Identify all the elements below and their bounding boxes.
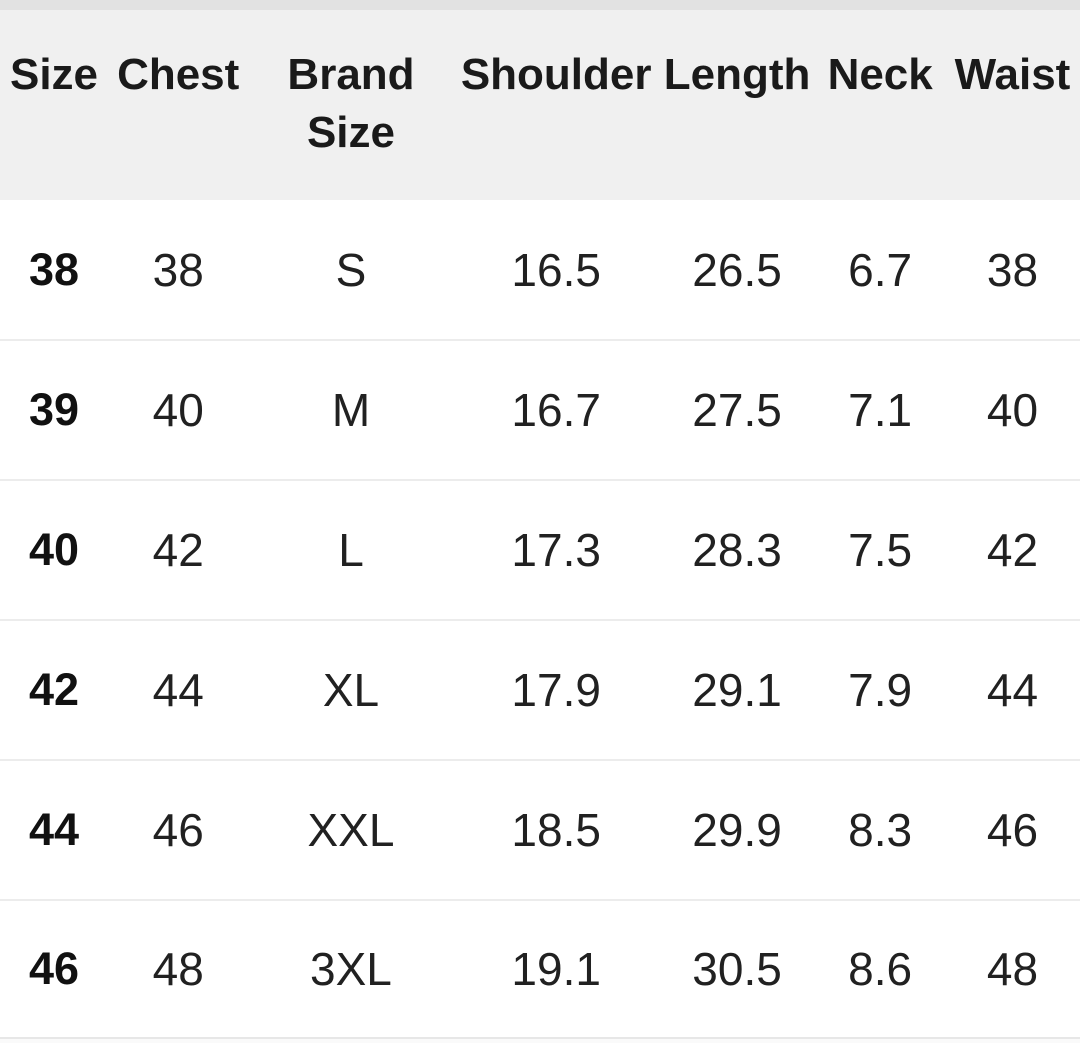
cell-waist: 44 bbox=[986, 664, 1039, 716]
cell-shoulder: 18.5 bbox=[511, 804, 601, 856]
cell-length: 26.5 bbox=[692, 243, 782, 296]
cell-size: 42 bbox=[28, 664, 80, 715]
header-cell-length: Length bbox=[663, 50, 811, 99]
cell-waist: 38 bbox=[986, 243, 1039, 296]
bottom-strip bbox=[0, 1039, 1080, 1043]
cell-brand-size: 3XL bbox=[310, 943, 392, 995]
cell-length: 29.1 bbox=[692, 664, 782, 716]
size-chart-header: Size Chest Brand Size Shoulder Length Ne… bbox=[0, 10, 1080, 200]
cell-neck: 7.1 bbox=[848, 384, 913, 436]
header-cell-brand-size-label: Brand Size bbox=[287, 50, 415, 157]
cell-brand-size: M bbox=[331, 384, 371, 436]
header-cell-neck: Neck bbox=[827, 50, 933, 99]
cell-neck: 8.6 bbox=[848, 943, 913, 995]
size-chart-body: 38 38 S 16.5 26.5 6.7 38 39 40 M 16.7 27… bbox=[0, 200, 1080, 1037]
cell-shoulder: 17.3 bbox=[511, 524, 601, 576]
cell-size: 38 bbox=[28, 243, 80, 295]
cell-shoulder: 19.1 bbox=[511, 943, 601, 995]
table-row: 40 42 L 17.3 28.3 7.5 42 bbox=[0, 480, 1080, 620]
cell-neck: 8.3 bbox=[848, 804, 913, 856]
cell-shoulder: 16.7 bbox=[511, 384, 601, 436]
cell-neck: 7.9 bbox=[848, 664, 913, 716]
top-divider-strip bbox=[0, 0, 1080, 10]
cell-chest: 38 bbox=[152, 243, 204, 296]
header-cell-waist: Waist bbox=[954, 50, 1071, 99]
cell-waist: 42 bbox=[986, 524, 1039, 576]
cell-shoulder: 17.9 bbox=[511, 664, 601, 716]
cell-length: 27.5 bbox=[692, 384, 782, 436]
cell-brand-size: XL bbox=[322, 664, 380, 716]
header-row: Size Chest Brand Size Shoulder Length Ne… bbox=[0, 10, 1080, 200]
cell-waist: 46 bbox=[986, 804, 1039, 856]
table-row: 38 38 S 16.5 26.5 6.7 38 bbox=[0, 200, 1080, 340]
cell-size: 44 bbox=[28, 804, 80, 855]
table-row: 42 44 XL 17.9 29.1 7.9 44 bbox=[0, 620, 1080, 760]
cell-size: 40 bbox=[28, 524, 80, 575]
header-cell-size: Size bbox=[9, 50, 99, 99]
cell-chest: 44 bbox=[152, 664, 204, 716]
table-row: 39 40 M 16.7 27.5 7.1 40 bbox=[0, 340, 1080, 480]
cell-neck: 6.7 bbox=[848, 243, 913, 296]
bottom-divider-line bbox=[0, 1037, 1080, 1039]
cell-neck: 7.5 bbox=[848, 524, 913, 576]
cell-length: 28.3 bbox=[692, 524, 782, 576]
size-chart-table: Size Chest Brand Size Shoulder Length Ne… bbox=[0, 10, 1080, 1037]
cell-size: 39 bbox=[28, 384, 80, 435]
cell-chest: 46 bbox=[152, 804, 204, 856]
cell-brand-size: L bbox=[338, 524, 364, 576]
header-cell-shoulder: Shoulder bbox=[460, 50, 652, 99]
cell-chest: 40 bbox=[152, 384, 204, 436]
cell-chest: 42 bbox=[152, 524, 204, 576]
cell-waist: 48 bbox=[986, 943, 1039, 995]
table-row: 46 48 3XL 19.1 30.5 8.6 48 bbox=[0, 900, 1080, 1037]
cell-waist: 40 bbox=[986, 384, 1039, 436]
cell-length: 30.5 bbox=[692, 943, 782, 995]
cell-size: 46 bbox=[28, 943, 80, 994]
cell-length: 29.9 bbox=[692, 804, 782, 856]
cell-brand-size: S bbox=[335, 243, 367, 296]
cell-shoulder: 16.5 bbox=[511, 243, 601, 296]
cell-chest: 48 bbox=[152, 943, 204, 995]
table-row: 44 46 XXL 18.5 29.9 8.3 46 bbox=[0, 760, 1080, 900]
cell-brand-size: XXL bbox=[307, 804, 395, 856]
header-cell-brand-size: Brand Size bbox=[248, 10, 453, 200]
header-cell-chest: Chest bbox=[117, 50, 240, 99]
